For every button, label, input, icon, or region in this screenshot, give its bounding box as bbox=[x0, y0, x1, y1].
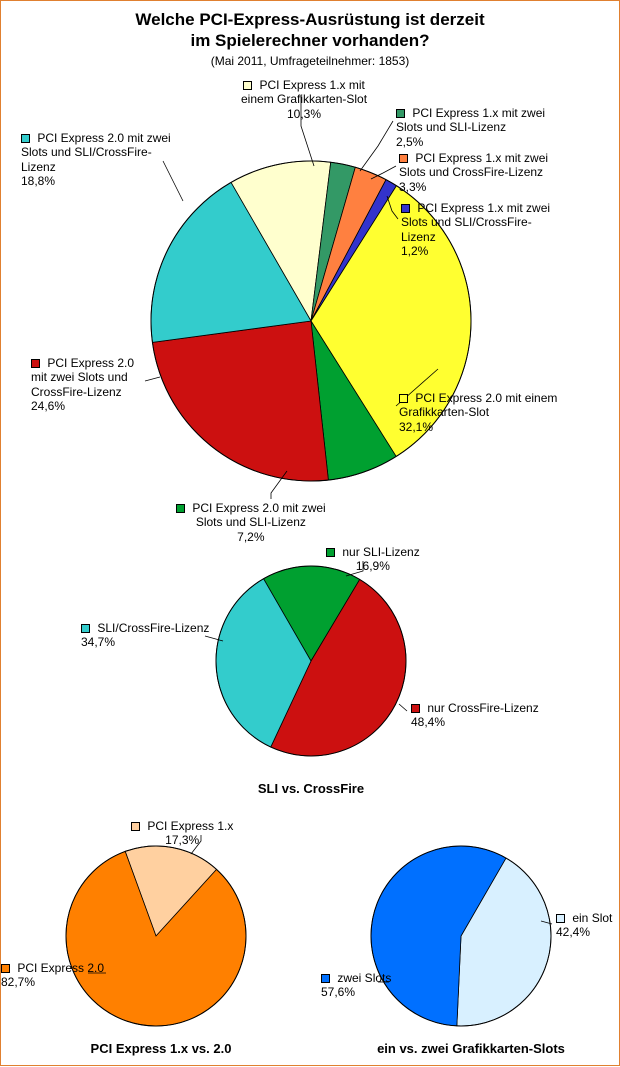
legend-swatch bbox=[401, 204, 410, 213]
legend-swatch bbox=[176, 504, 185, 513]
slice-label: nur CrossFire-Lizenz48,4% bbox=[411, 701, 539, 730]
slice-label: PCI Express 2.0 mit zweiSlots und SLI/Cr… bbox=[21, 131, 171, 189]
legend-swatch bbox=[131, 822, 140, 831]
legend-swatch bbox=[81, 624, 90, 633]
slice-label: PCI Express 2.082,7% bbox=[1, 961, 104, 990]
chart-container: Welche PCI-Express-Ausrüstung ist derzei… bbox=[0, 0, 620, 1066]
slice-label: ein Slot42,4% bbox=[556, 911, 612, 940]
legend-swatch bbox=[399, 394, 408, 403]
slice-label: PCI Express 1.x mit zweiSlots und SLI-Li… bbox=[396, 106, 545, 149]
legend-swatch bbox=[321, 974, 330, 983]
legend-swatch bbox=[399, 154, 408, 163]
slice-label: SLI/CrossFire-Lizenz34,7% bbox=[81, 621, 209, 650]
slice-label: zwei Slots57,6% bbox=[321, 971, 391, 1000]
chart2-title: SLI vs. CrossFire bbox=[211, 781, 411, 796]
slice-label: PCI Express 1.x miteinem Grafikkarten-Sl… bbox=[241, 78, 367, 121]
chart3-title: PCI Express 1.x vs. 2.0 bbox=[61, 1041, 261, 1056]
legend-swatch bbox=[21, 134, 30, 143]
slice-label: PCI Express 1.x mit zweiSlots und CrossF… bbox=[399, 151, 548, 194]
legend-swatch bbox=[1, 964, 10, 973]
legend-swatch bbox=[31, 359, 40, 368]
slice-label: nur SLI-Lizenz16,9% bbox=[326, 545, 420, 574]
slice-label: PCI Express 2.0 mit zweiSlots und SLI-Li… bbox=[176, 501, 326, 544]
label-layer: PCI Express 1.x miteinem Grafikkarten-Sl… bbox=[1, 1, 619, 1065]
slice-label: PCI Express 2.0 mit einemGrafikkarten-Sl… bbox=[399, 391, 557, 434]
legend-swatch bbox=[396, 109, 405, 118]
legend-swatch bbox=[326, 548, 335, 557]
legend-swatch bbox=[243, 81, 252, 90]
slice-label: PCI Express 1.x17,3% bbox=[131, 819, 233, 848]
legend-swatch bbox=[411, 704, 420, 713]
slice-label: PCI Express 2.0mit zwei Slots undCrossFi… bbox=[31, 356, 134, 414]
chart4-title: ein vs. zwei Grafikkarten-Slots bbox=[361, 1041, 581, 1056]
slice-label: PCI Express 1.x mit zweiSlots und SLI/Cr… bbox=[401, 201, 550, 259]
legend-swatch bbox=[556, 914, 565, 923]
